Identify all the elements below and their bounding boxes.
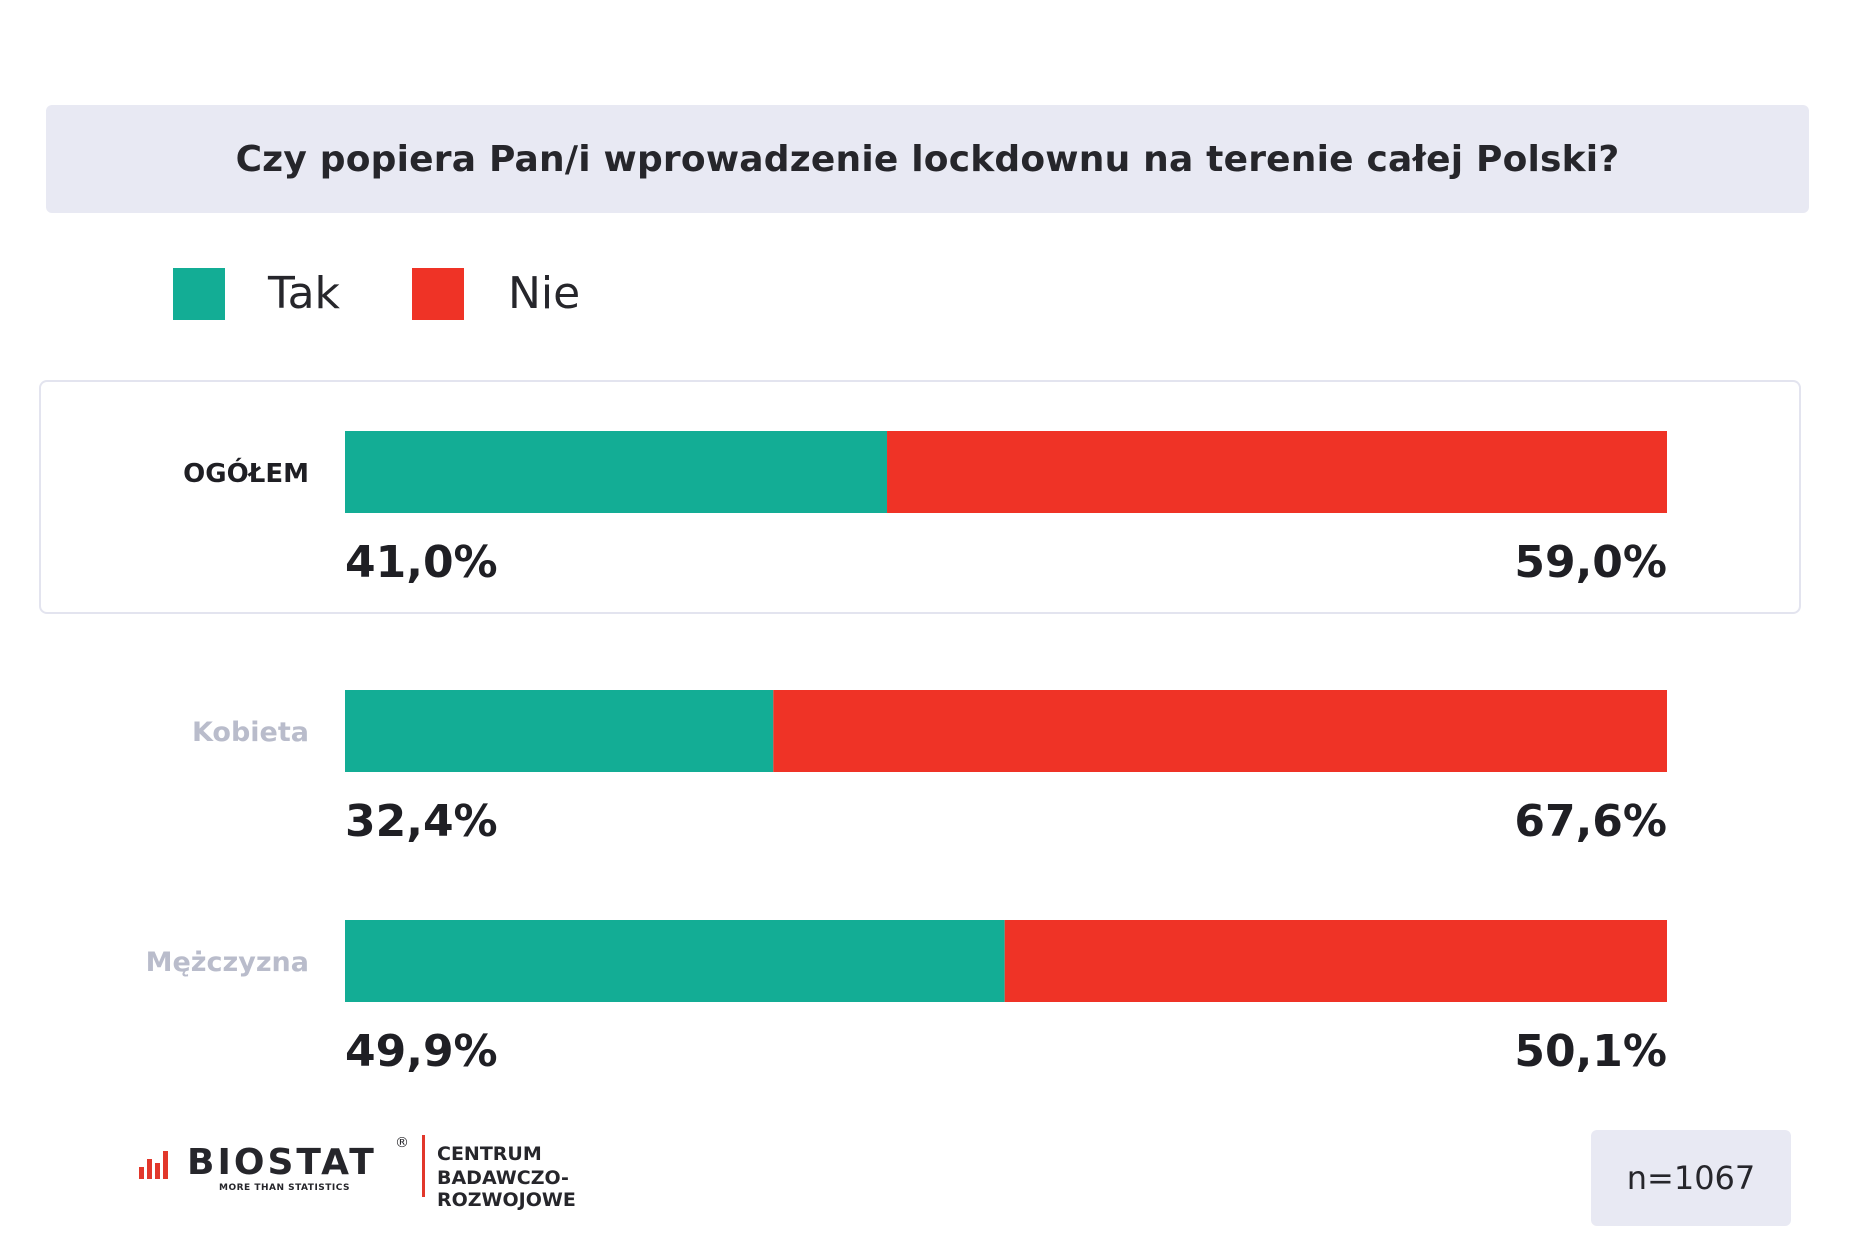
- legend-swatch-nie: [412, 268, 464, 320]
- value-label-tak: 41,0%: [345, 537, 498, 588]
- bar-segment-tak: [345, 431, 888, 513]
- value-label-nie: 67,6%: [1514, 796, 1667, 847]
- registered-mark: ®: [395, 1135, 409, 1151]
- bar-segment-nie: [887, 431, 1667, 513]
- bar-segment-nie: [1004, 920, 1667, 1002]
- legend-label-tak: Tak: [268, 268, 341, 319]
- logo-wordmark: BIOSTAT: [187, 1142, 377, 1183]
- bar-segment-tak: [345, 690, 774, 772]
- logo-divider: [422, 1135, 425, 1197]
- logo-subtitle-line2: BADAWCZO-ROZWOJOWE: [437, 1167, 576, 1211]
- category-label: Kobieta: [192, 717, 309, 748]
- chart-title: Czy popiera Pan/i wprowadzenie lockdownu…: [235, 138, 1620, 180]
- biostat-logo: BIOSTAT ® MORE THAN STATISTICS CENTRUM B…: [137, 1135, 697, 1211]
- legend-label-nie: Nie: [508, 268, 581, 319]
- value-label-nie: 50,1%: [1514, 1026, 1667, 1077]
- bar-chart-icon: [139, 1151, 168, 1179]
- bar-segment-nie: [773, 690, 1667, 772]
- bar-segment-tak: [345, 920, 1005, 1002]
- logo-subtitle-line1: CENTRUM: [437, 1143, 542, 1165]
- sample-size-text: n=1067: [1626, 1159, 1756, 1197]
- title-banner: Czy popiera Pan/i wprowadzenie lockdownu…: [46, 105, 1809, 213]
- logo-tagline: MORE THAN STATISTICS: [219, 1183, 351, 1193]
- value-label-tak: 49,9%: [345, 1026, 498, 1077]
- category-label: Mężczyzna: [146, 947, 309, 978]
- value-label-nie: 59,0%: [1514, 537, 1667, 588]
- value-label-tak: 32,4%: [345, 796, 498, 847]
- legend-swatch-tak: [173, 268, 225, 320]
- sample-size-badge: n=1067: [1591, 1130, 1791, 1226]
- category-label: OGÓŁEM: [183, 457, 309, 489]
